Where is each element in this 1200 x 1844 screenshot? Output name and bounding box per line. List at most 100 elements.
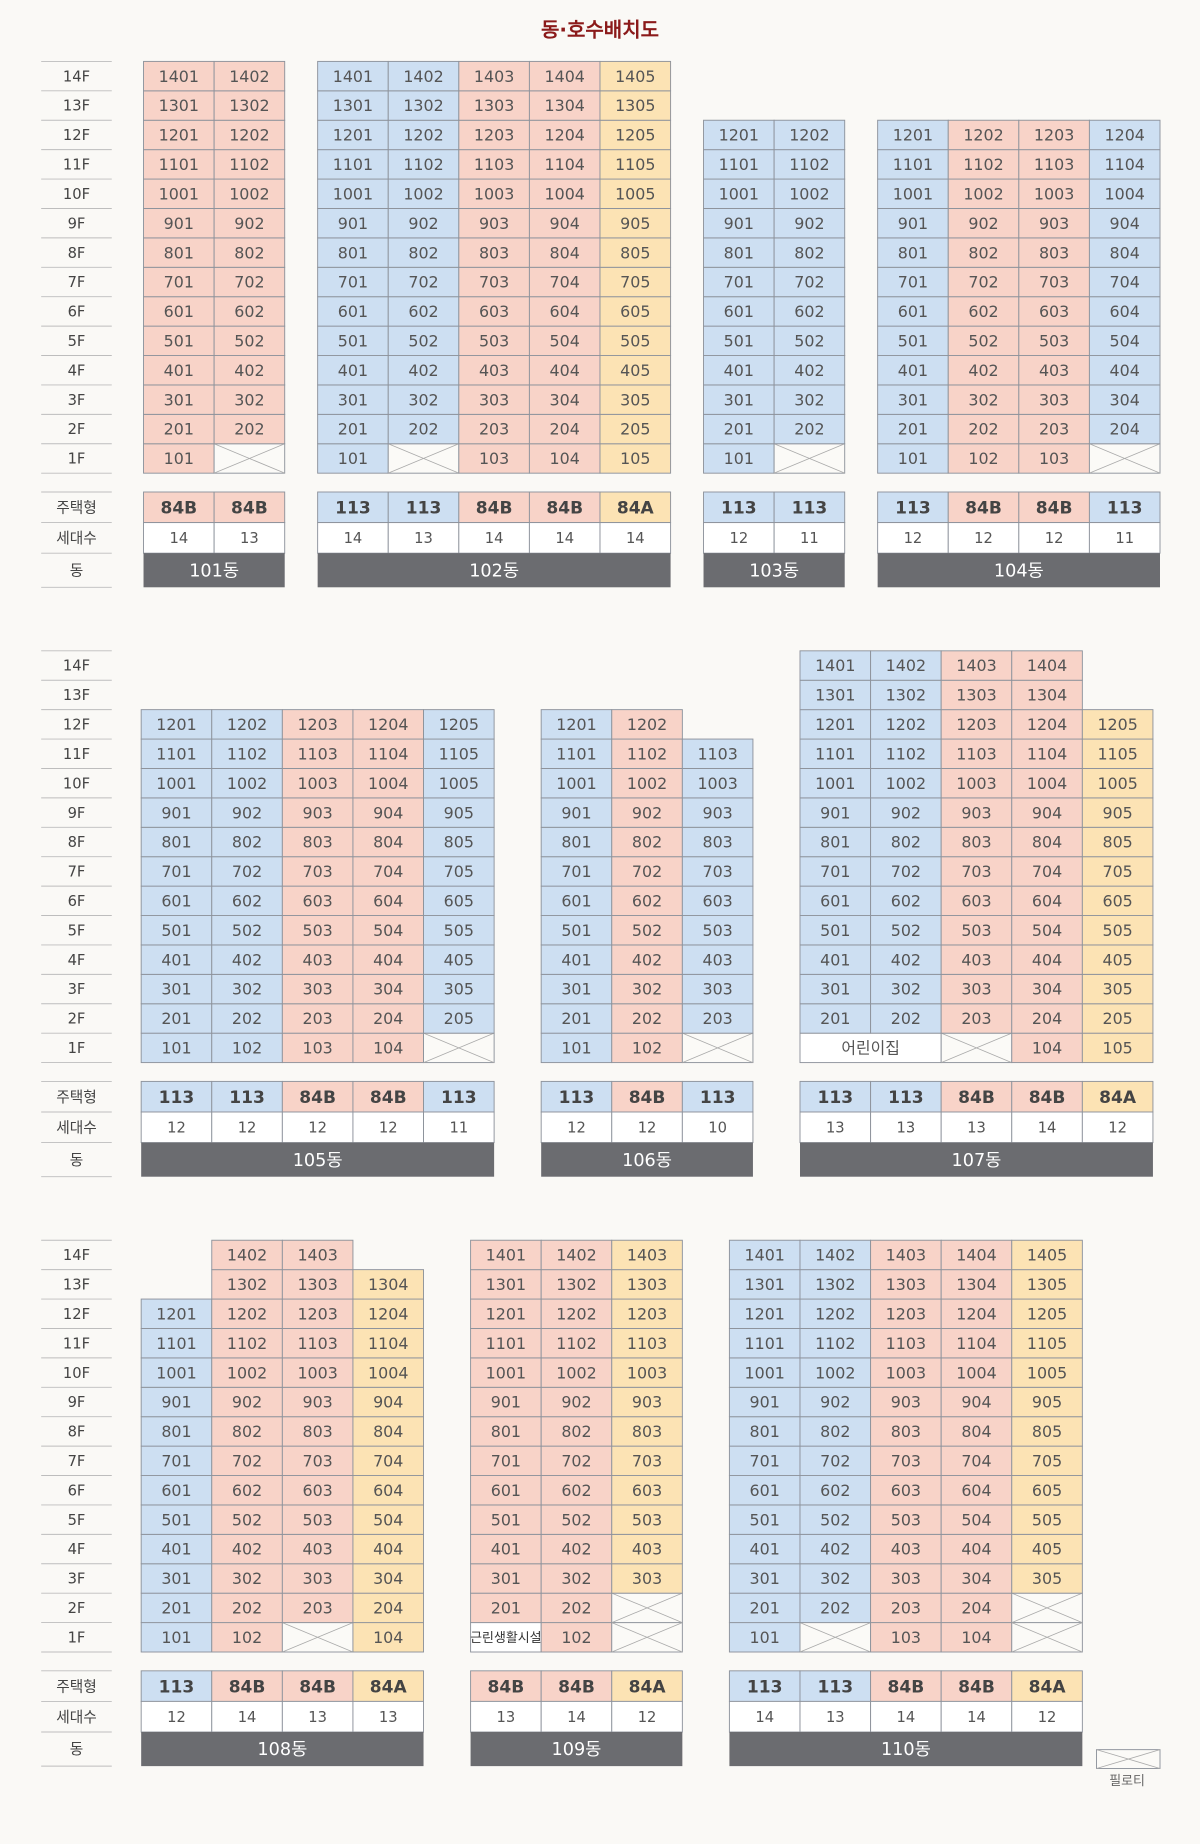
- unit-number: 1001: [333, 184, 373, 203]
- unit-number: 102: [232, 1628, 262, 1647]
- unit-cell: [1081, 944, 1154, 975]
- floor-label: 12F: [63, 127, 90, 144]
- unit-number: 402: [232, 950, 262, 969]
- type-cell: [317, 491, 389, 524]
- unit-cell: [1011, 679, 1083, 711]
- unit-number: 1101: [719, 155, 759, 174]
- households-cell: [940, 1700, 1013, 1733]
- unit-number: 804: [961, 1422, 991, 1441]
- unit-number: 1001: [156, 774, 196, 793]
- row-label: 주택형: [56, 1089, 97, 1106]
- unit-cell: [281, 738, 354, 769]
- unit-cell: [140, 1328, 213, 1359]
- unit-number: 1005: [1027, 1363, 1067, 1382]
- unit-number: 1204: [368, 715, 408, 734]
- unit-number: 302: [968, 390, 998, 409]
- unit-number: 903: [302, 803, 332, 822]
- unit-cell: [1081, 738, 1154, 769]
- unit-number: 1003: [886, 1363, 926, 1382]
- unit-number: 505: [1032, 1510, 1062, 1529]
- unit-cell: [599, 443, 672, 474]
- unit-number: 101: [338, 449, 368, 468]
- building-name: 103동: [749, 561, 799, 581]
- unit-type: 113: [406, 498, 442, 518]
- unit-cell: [281, 1357, 354, 1388]
- unit-cell: [1081, 885, 1154, 916]
- unit-cell: [947, 208, 1020, 239]
- unit-number: 503: [702, 921, 732, 940]
- unit-number: 801: [561, 833, 591, 852]
- unit-number: 701: [898, 273, 928, 292]
- row-label: 주택형: [56, 499, 97, 516]
- unit-type: 113: [159, 1677, 195, 1697]
- unit-number: 1203: [474, 126, 514, 145]
- unit-cell: [387, 60, 460, 92]
- unit-number: 105: [1102, 1039, 1132, 1058]
- building-name: 106동: [622, 1151, 672, 1171]
- unit-number: 1001: [156, 1363, 196, 1382]
- unit-cell: [317, 384, 389, 415]
- unit-number: 404: [373, 950, 403, 969]
- unit-number: 702: [891, 862, 921, 881]
- type-cell: [211, 1080, 283, 1113]
- unit-number: 1202: [227, 715, 267, 734]
- unit-number: 1102: [556, 1334, 596, 1353]
- unit-cell: [211, 738, 283, 769]
- unit-cell: [1011, 1533, 1083, 1565]
- floor-label: 4F: [68, 1541, 86, 1558]
- unit-cell: [458, 90, 530, 121]
- unit-number: 202: [232, 1009, 262, 1028]
- unit-cell: [940, 856, 1013, 887]
- unit-cell: [1081, 856, 1154, 887]
- unit-type: 113: [721, 498, 757, 518]
- unit-number: 405: [1032, 1540, 1062, 1559]
- unit-cell: [611, 915, 683, 946]
- unit-cell: [211, 944, 283, 975]
- unit-number: 1004: [545, 184, 585, 203]
- unit-number: 605: [444, 892, 474, 911]
- unit-cell: [1011, 1003, 1083, 1034]
- unit-type: 84A: [1029, 1677, 1067, 1697]
- unit-type: 84B: [629, 1088, 666, 1108]
- floor-label: 8F: [68, 834, 86, 851]
- unit-number: 703: [479, 273, 509, 292]
- unit-cell: [799, 768, 872, 799]
- unit-number: 1004: [368, 774, 408, 793]
- households-cell: [352, 1700, 424, 1733]
- unit-cell: [870, 650, 942, 681]
- unit-number: 701: [338, 273, 368, 292]
- type-cell: [940, 1080, 1013, 1113]
- unit-cell: [470, 1563, 542, 1594]
- unit-cell: [799, 1563, 872, 1594]
- unit-cell: [281, 885, 354, 916]
- unit-number: 301: [161, 1569, 191, 1588]
- type-cell: [387, 491, 460, 524]
- unit-number: 1301: [486, 1275, 526, 1294]
- unit-cell: [540, 1416, 613, 1447]
- unit-cell: [877, 355, 949, 386]
- unit-cell: [681, 797, 754, 828]
- unit-number: 902: [561, 1393, 591, 1412]
- floor-label: 13F: [63, 1277, 90, 1294]
- unit-number: 1201: [556, 715, 596, 734]
- households-cell: [599, 522, 672, 554]
- unit-cell: [599, 90, 672, 121]
- unit-number: 203: [702, 1009, 732, 1028]
- unit-number: 304: [373, 1569, 403, 1588]
- unit-number: 202: [234, 420, 264, 439]
- unit-number: 1301: [159, 96, 199, 115]
- unit-number: 1003: [956, 774, 996, 793]
- unit-number: 504: [961, 1510, 991, 1529]
- unit-cell: [611, 885, 683, 916]
- unit-cell: [940, 1416, 1013, 1447]
- unit-cell: [877, 119, 949, 151]
- unit-cell: [470, 1269, 542, 1300]
- unit-cell: [799, 650, 872, 681]
- unit-cell: [352, 1328, 424, 1359]
- unit-number: 1002: [227, 774, 267, 793]
- building-name: 109동: [552, 1740, 602, 1760]
- households: 12: [904, 530, 923, 547]
- unit-number: 503: [961, 921, 991, 940]
- households-cell: [387, 522, 460, 554]
